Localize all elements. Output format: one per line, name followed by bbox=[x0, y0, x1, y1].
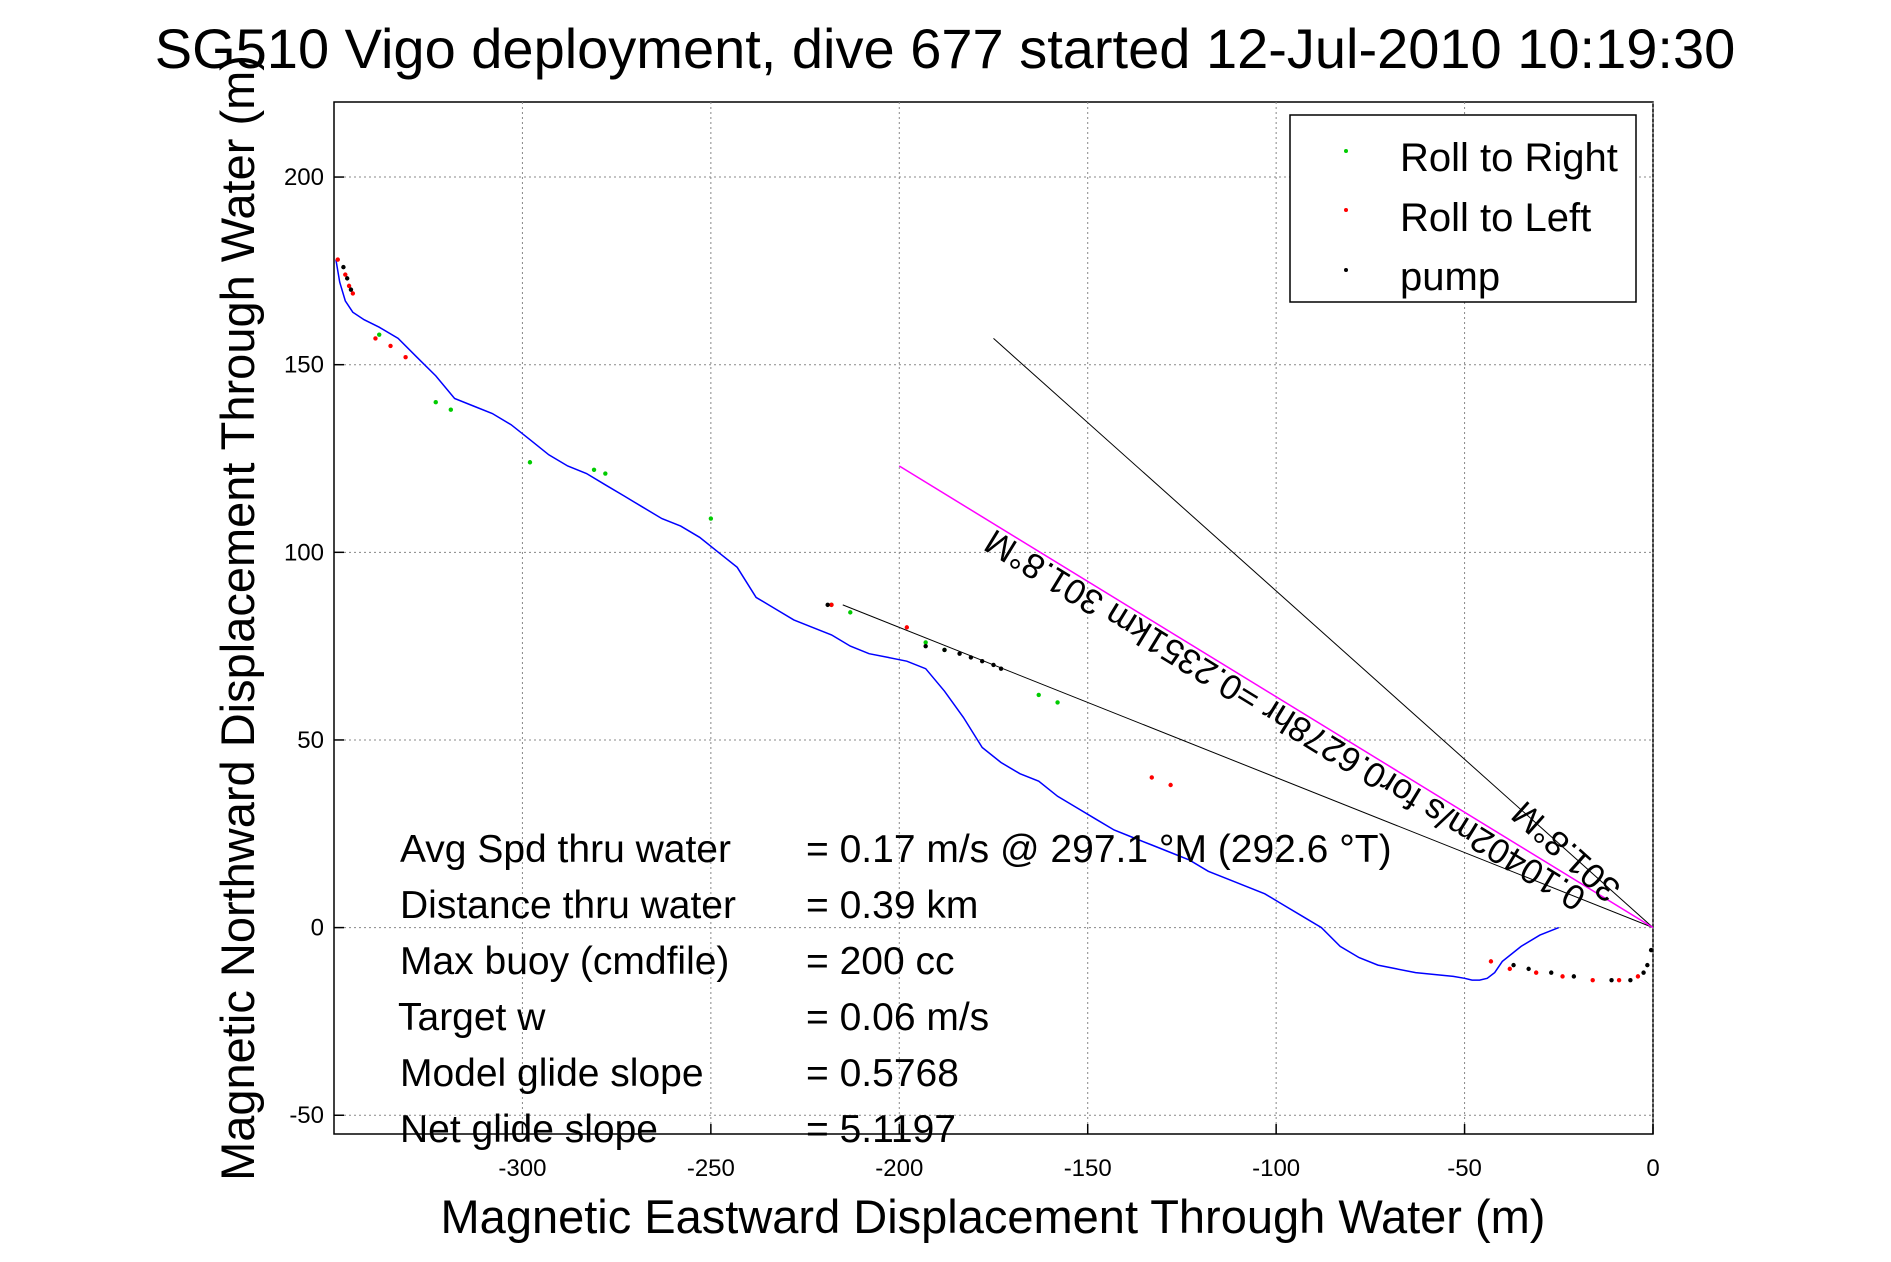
roll-right-point bbox=[377, 332, 382, 337]
stat-label-target-w: Target w bbox=[398, 996, 546, 1039]
pump-point bbox=[1511, 962, 1516, 968]
pump-point bbox=[344, 276, 350, 281]
roll-right-point bbox=[591, 467, 597, 472]
roll-left-point bbox=[350, 291, 356, 296]
dive-statistics: Avg Spd thru water = 0.17 m/s @ 297.1 °M… bbox=[398, 828, 1392, 1151]
x-tick-label: -100 bbox=[1252, 1155, 1300, 1182]
y-tick-label: -50 bbox=[289, 1102, 324, 1129]
roll-left-point bbox=[373, 336, 378, 341]
reference-lines bbox=[842, 338, 1654, 929]
stat-label-avg-speed: Avg Spd thru water bbox=[400, 828, 731, 871]
roll-left-point bbox=[335, 257, 340, 262]
dive-track-line bbox=[335, 259, 1560, 981]
stat-label-net-glide: Net glide slope bbox=[400, 1108, 658, 1151]
y-tick-label: 150 bbox=[284, 352, 324, 379]
roll-left-point bbox=[403, 354, 408, 360]
pump-point bbox=[1641, 970, 1646, 975]
roll-left-point bbox=[1149, 775, 1154, 780]
pump-point bbox=[1526, 966, 1531, 972]
roll-left-point bbox=[1590, 977, 1595, 983]
pump-point bbox=[825, 602, 830, 608]
roll-left-point bbox=[1507, 966, 1512, 972]
pump-point bbox=[1571, 974, 1577, 979]
y-tick-label: 200 bbox=[284, 164, 324, 191]
stat-label-max-buoy: Max buoy (cmdfile) bbox=[400, 940, 729, 983]
roll-right-point bbox=[923, 640, 928, 645]
roll-left-point bbox=[829, 602, 834, 608]
y-tick-label: 50 bbox=[297, 727, 324, 754]
pump-point bbox=[991, 662, 996, 668]
roll-right-point bbox=[1036, 692, 1041, 698]
roll-right-point bbox=[527, 460, 533, 465]
pump-point bbox=[957, 651, 962, 656]
roll-left-point bbox=[346, 283, 352, 289]
pump-point bbox=[1648, 947, 1654, 953]
roll-right-point bbox=[708, 516, 714, 521]
legend-label-roll-right: Roll to Right bbox=[1400, 136, 1618, 180]
pump-point bbox=[1609, 977, 1614, 983]
x-tick-label: -200 bbox=[875, 1155, 923, 1182]
roll-left-point bbox=[1168, 782, 1173, 788]
pump-point bbox=[1628, 977, 1633, 983]
reference-line bbox=[842, 604, 1654, 929]
pump-point bbox=[1645, 962, 1650, 968]
roll-right-point bbox=[603, 471, 608, 476]
pump-point bbox=[923, 643, 928, 649]
roll-left-point bbox=[1635, 974, 1641, 979]
pump-point bbox=[1549, 970, 1554, 975]
chart-title: SG510 Vigo deployment, dive 677 started … bbox=[155, 17, 1736, 80]
legend-marker-roll-right bbox=[1344, 149, 1348, 153]
legend-label-pump: pump bbox=[1400, 255, 1500, 299]
roll-left-point bbox=[1616, 977, 1622, 983]
stat-value-avg-speed: = 0.17 m/s @ 297.1 °M (292.6 °T) bbox=[806, 828, 1392, 871]
stat-value-net-glide: = 5.1197 bbox=[806, 1108, 956, 1151]
x-tick-label: -150 bbox=[1064, 1155, 1112, 1182]
x-tick-label: 0 bbox=[1646, 1155, 1659, 1182]
x-axis-label: Magnetic Eastward Displacement Through W… bbox=[441, 1190, 1546, 1243]
y-axis-label: Magnetic Northward Displacement Through … bbox=[211, 55, 264, 1181]
roll-left-point bbox=[1488, 959, 1494, 964]
roll-left-point bbox=[1533, 970, 1539, 975]
roll-right-point bbox=[1055, 700, 1060, 705]
stat-value-model-glide: = 0.5768 bbox=[806, 1052, 959, 1095]
roll-left-point bbox=[904, 625, 910, 630]
pump-point bbox=[341, 264, 346, 270]
legend: Roll to Right Roll to Left pump bbox=[1289, 114, 1637, 303]
stat-value-target-w: = 0.06 m/s bbox=[806, 996, 989, 1039]
pump-point bbox=[979, 658, 985, 664]
legend-marker-roll-left bbox=[1344, 208, 1348, 212]
roll-right-point bbox=[433, 400, 438, 405]
stat-label-distance: Distance thru water bbox=[400, 884, 736, 927]
y-axis-ticks: -50 0 50 100 150 200 bbox=[284, 164, 344, 1129]
x-tick-label: -50 bbox=[1447, 1155, 1482, 1182]
reference-line bbox=[993, 338, 1654, 928]
roll-left-point bbox=[388, 343, 393, 349]
x-axis-ticks: -300 -250 -200 -150 -100 -50 0 bbox=[498, 1124, 1660, 1182]
y-tick-label: 100 bbox=[284, 539, 324, 566]
roll-left-point bbox=[343, 272, 348, 277]
pump-point bbox=[942, 647, 947, 653]
roll-and-pump-markers bbox=[335, 257, 1654, 983]
roll-right-point bbox=[448, 407, 454, 412]
x-tick-label: -250 bbox=[687, 1155, 735, 1182]
x-tick-label: -300 bbox=[498, 1155, 546, 1182]
pump-point bbox=[968, 655, 974, 660]
roll-right-point bbox=[848, 610, 853, 615]
pump-point bbox=[998, 666, 1004, 671]
legend-label-roll-left: Roll to Left bbox=[1400, 196, 1591, 240]
legend-marker-pump bbox=[1344, 268, 1348, 272]
stat-value-max-buoy: = 200 cc bbox=[806, 940, 955, 983]
y-tick-label: 0 bbox=[311, 915, 324, 942]
stat-label-model-glide: Model glide slope bbox=[400, 1052, 704, 1095]
stat-value-distance: = 0.39 km bbox=[806, 884, 978, 927]
heading-line bbox=[898, 465, 1654, 929]
pump-point bbox=[348, 287, 354, 292]
roll-left-point bbox=[1560, 974, 1565, 979]
